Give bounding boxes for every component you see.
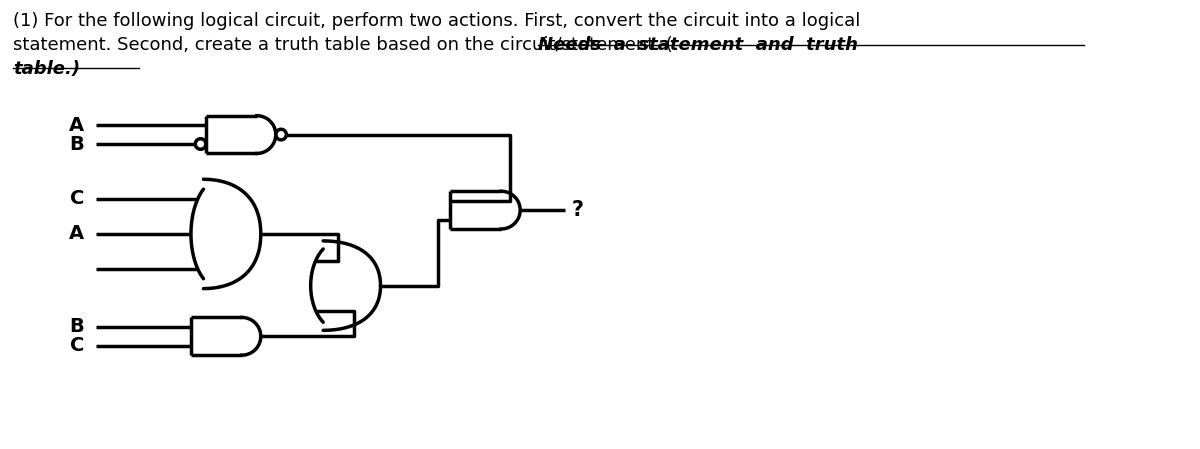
- Text: C: C: [70, 189, 84, 208]
- Text: A: A: [70, 116, 84, 135]
- Text: C: C: [70, 336, 84, 355]
- Text: table.): table.): [13, 60, 80, 78]
- Text: B: B: [70, 317, 84, 336]
- Text: A: A: [70, 224, 84, 243]
- Text: ?: ?: [572, 200, 584, 220]
- Text: statement. Second, create a truth table based on the circuit/statement. (: statement. Second, create a truth table …: [13, 36, 673, 54]
- Text: B: B: [70, 135, 84, 154]
- Text: (1) For the following logical circuit, perform two actions. First, convert the c: (1) For the following logical circuit, p…: [13, 12, 860, 31]
- Text: Needs  a  statement  and  truth: Needs a statement and truth: [538, 36, 858, 54]
